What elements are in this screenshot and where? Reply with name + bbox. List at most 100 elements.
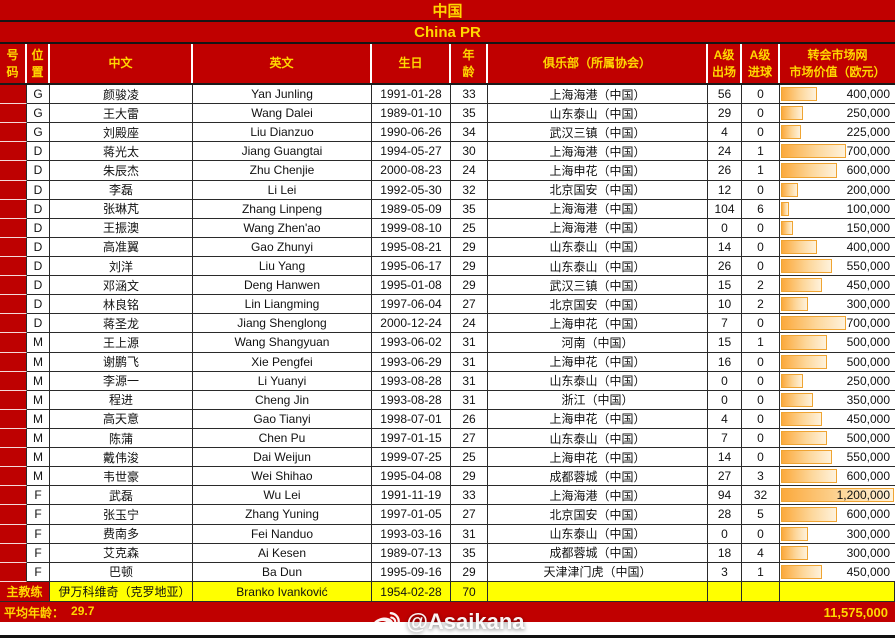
- caps-cell: 0: [708, 218, 742, 238]
- birthdate-cell: 1995-09-16: [372, 562, 451, 582]
- value-bar: [781, 411, 823, 426]
- market-value-cell: 450,000: [780, 563, 895, 582]
- position-cell: M: [27, 467, 50, 487]
- club-cell: 武汉三镇（中国）: [488, 276, 708, 296]
- value-bar: [781, 488, 894, 503]
- position-cell: M: [27, 428, 50, 449]
- value-bar: [781, 469, 837, 484]
- club-cell: 上海海港（中国）: [488, 218, 708, 238]
- caps-cell: 14: [708, 448, 742, 468]
- value-text: 450,000: [846, 411, 890, 426]
- summary-row: 平均年龄： 29.7 11,575,000: [0, 602, 895, 622]
- value-text: 300,000: [846, 545, 890, 560]
- market-value-cell: 450,000: [780, 410, 895, 429]
- position-cell: F: [27, 562, 50, 582]
- position-cell: M: [27, 390, 50, 410]
- position-cell: F: [27, 524, 50, 544]
- header-market-value: 转会市场网 市场价值（欧元）: [789, 48, 886, 79]
- club-cell: 上海申花（中国）: [488, 448, 708, 468]
- market-value-cell: 225,000: [780, 123, 895, 143]
- age-cell: 30: [451, 142, 488, 162]
- value-bar: [781, 106, 803, 121]
- value-text: 450,000: [846, 564, 890, 579]
- value-text: 600,000: [846, 163, 890, 178]
- position-cell: M: [27, 352, 50, 372]
- club-cell: 山东泰山（中国）: [488, 256, 708, 277]
- coach-goals-cell-empty: [742, 582, 780, 602]
- position-cell: D: [27, 295, 50, 315]
- player-row: F 费南多 Fei Nanduo 1993-03-16 31 山东泰山（中国） …: [0, 524, 895, 544]
- english-name-cell: Lin Liangming: [193, 295, 372, 315]
- value-bar: [781, 564, 823, 579]
- position-cell: M: [27, 371, 50, 391]
- goals-cell: 0: [742, 237, 780, 257]
- age-cell: 24: [451, 314, 488, 334]
- chinese-name-cell: 艾克森: [50, 543, 193, 563]
- market-value-cell: 250,000: [780, 104, 895, 124]
- value-text: 200,000: [846, 182, 890, 197]
- club-cell: 山东泰山（中国）: [488, 428, 708, 449]
- value-text: 300,000: [846, 526, 890, 541]
- position-cell: M: [27, 448, 50, 468]
- chinese-name-cell: 王大雷: [50, 104, 193, 124]
- club-cell: 上海申花（中国）: [488, 409, 708, 429]
- number-cell: [0, 237, 27, 257]
- caps-cell: 3: [708, 562, 742, 582]
- club-cell: 上海申花（中国）: [488, 161, 708, 181]
- caps-cell: 4: [708, 123, 742, 143]
- goals-cell: 1: [742, 142, 780, 162]
- coach-club-cell-empty: [488, 582, 708, 602]
- number-cell: [0, 276, 27, 296]
- goals-cell: 0: [742, 180, 780, 200]
- birthdate-cell: 1997-06-04: [372, 295, 451, 315]
- value-bar: [781, 335, 827, 350]
- table-body: G 颜骏凌 Yan Junling 1991-01-28 33 上海海港（中国）…: [0, 85, 895, 582]
- goals-cell: 4: [742, 543, 780, 563]
- value-text: 550,000: [846, 450, 890, 465]
- birthdate-cell: 1991-11-19: [372, 486, 451, 506]
- position-cell: D: [27, 161, 50, 181]
- english-name-cell: Zhu Chenjie: [193, 161, 372, 181]
- english-name-cell: Liu Dianzuo: [193, 123, 372, 143]
- value-text: 100,000: [846, 201, 890, 216]
- market-value-cell: 400,000: [780, 85, 895, 105]
- average-age-value: 29.7: [71, 603, 95, 618]
- market-value-cell: 300,000: [780, 525, 895, 544]
- value-text: 400,000: [846, 87, 890, 102]
- chinese-name-cell: 蒋光太: [50, 142, 193, 162]
- player-row: M 韦世豪 Wei Shihao 1995-04-08 29 成都蓉城（中国） …: [0, 467, 895, 487]
- chinese-name-cell: 刘殿座: [50, 123, 193, 143]
- birthdate-cell: 1995-04-08: [372, 467, 451, 487]
- player-row: D 张琳芃 Zhang Linpeng 1989-05-09 35 上海海港（中…: [0, 199, 895, 219]
- market-value-cell: 600,000: [780, 467, 895, 487]
- chinese-name-cell: 林良铭: [50, 295, 193, 315]
- caps-cell: 12: [708, 180, 742, 200]
- caps-cell: 0: [708, 390, 742, 410]
- chinese-name-cell: 蒋圣龙: [50, 314, 193, 334]
- player-row: D 朱辰杰 Zhu Chenjie 2000-08-23 24 上海申花（中国）…: [0, 161, 895, 181]
- market-value-cell: 250,000: [780, 372, 895, 391]
- market-value-cell: 550,000: [780, 448, 895, 468]
- club-cell: 上海海港（中国）: [488, 486, 708, 506]
- birthdate-cell: 1995-01-08: [372, 276, 451, 296]
- value-text: 700,000: [846, 316, 890, 331]
- market-value-cell: 700,000: [780, 314, 895, 334]
- market-value-cell: 150,000: [780, 219, 895, 238]
- position-cell: D: [27, 256, 50, 277]
- number-cell: [0, 314, 27, 334]
- birthdate-cell: 1999-08-10: [372, 218, 451, 238]
- goals-cell: 0: [742, 218, 780, 238]
- caps-cell: 14: [708, 237, 742, 257]
- age-cell: 29: [451, 256, 488, 277]
- bottom-border: [0, 635, 895, 638]
- caps-cell: 7: [708, 428, 742, 449]
- chinese-name-cell: 颜骏凌: [50, 85, 193, 105]
- position-cell: D: [27, 237, 50, 257]
- club-cell: 成都蓉城（中国）: [488, 467, 708, 487]
- age-cell: 29: [451, 467, 488, 487]
- number-cell: [0, 333, 27, 353]
- market-value-cell: 500,000: [780, 353, 895, 372]
- value-text: 150,000: [846, 220, 890, 235]
- position-cell: M: [27, 409, 50, 429]
